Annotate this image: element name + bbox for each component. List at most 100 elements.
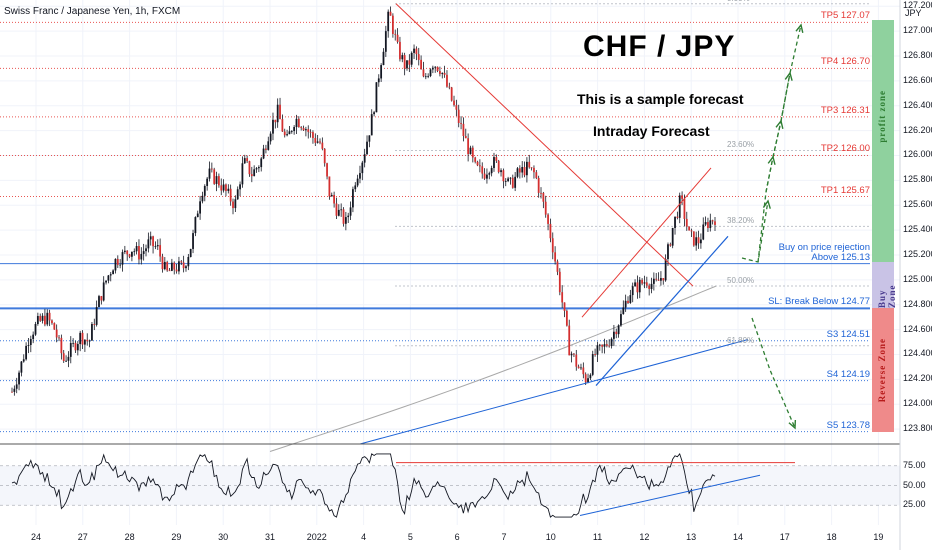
price-tick-label: 126.000 — [903, 149, 932, 160]
candle-body — [189, 248, 192, 257]
candle-body — [707, 222, 709, 229]
candle-body — [565, 310, 568, 326]
time-tick-label: 17 — [779, 532, 790, 542]
candle-body — [250, 174, 253, 177]
candle-body — [88, 340, 91, 342]
candle-body — [187, 256, 190, 267]
candle-body — [664, 259, 667, 281]
candle-body — [486, 174, 488, 179]
time-tick-label: 2022 — [306, 532, 327, 542]
candle-body — [577, 366, 580, 369]
candle-body — [420, 59, 423, 70]
candle-body — [119, 264, 122, 266]
candle-body — [265, 148, 267, 150]
candle-body — [95, 307, 98, 325]
candle-body — [330, 194, 333, 197]
candle-body — [156, 245, 159, 247]
candle-body — [241, 163, 244, 185]
candle-body — [448, 86, 451, 88]
candle-body — [669, 244, 672, 246]
candle-body — [413, 48, 415, 53]
moving-average — [269, 285, 717, 452]
candle-body — [194, 217, 197, 234]
candle-body — [460, 122, 462, 124]
fib-label: 0.00% — [727, 0, 750, 3]
candle-body — [495, 157, 498, 161]
time-tick-label: 28 — [124, 532, 135, 542]
time-tick-label: 14 — [732, 532, 744, 542]
candle-body — [152, 236, 154, 247]
candle-body — [467, 138, 470, 155]
level-label: S3 124.51 — [826, 328, 870, 340]
candle-body — [667, 244, 669, 260]
channel-trendline — [581, 167, 712, 318]
candle-body — [11, 391, 13, 393]
candle-body — [424, 76, 427, 78]
candle-body — [547, 214, 549, 224]
candle-body — [558, 271, 561, 293]
candle-body — [514, 176, 517, 188]
price-tick-label: 124.000 — [903, 398, 932, 409]
candle-body — [551, 238, 554, 253]
time-tick-label: 11 — [592, 532, 603, 542]
candle-body — [328, 176, 331, 197]
candle-body — [133, 251, 136, 253]
candle-body — [709, 220, 712, 229]
price-tick-label: 125.000 — [903, 273, 932, 284]
candle-body — [634, 282, 636, 287]
candle-body — [41, 315, 44, 321]
rsi-line — [11, 452, 716, 518]
candle-body — [641, 279, 644, 284]
candle-body — [309, 131, 312, 133]
time-tick-label: 24 — [30, 532, 42, 542]
candle-body — [408, 60, 411, 65]
candle-body — [573, 353, 575, 355]
candle-body — [304, 129, 307, 131]
support-trendline — [595, 235, 729, 386]
candle-body — [387, 11, 390, 32]
candle-body — [391, 15, 394, 34]
candles — [11, 6, 716, 396]
candle-body — [22, 359, 25, 362]
candle-body — [568, 325, 571, 356]
candle-body — [594, 354, 596, 355]
level-label: S5 123.78 — [826, 419, 870, 431]
candle-body — [429, 69, 432, 76]
candle-body — [695, 237, 698, 246]
candle-body — [166, 261, 169, 271]
candle-body — [293, 127, 296, 132]
price-tick-label: 126.800 — [903, 49, 932, 60]
candle-body — [182, 262, 185, 269]
candle-body — [464, 135, 467, 139]
arrow-down-s5 — [751, 317, 796, 429]
candle-body — [342, 209, 345, 224]
price-tick-label: 124.600 — [903, 323, 932, 334]
candle-body — [83, 339, 86, 345]
time-tick-label: 19 — [873, 532, 884, 542]
candle-body — [431, 67, 434, 70]
candle-body — [142, 251, 145, 254]
candle-body — [518, 168, 521, 173]
candle-body — [107, 275, 110, 281]
candle-body — [100, 296, 103, 301]
candle-body — [229, 188, 232, 202]
candle-body — [218, 176, 220, 186]
candle-body — [598, 344, 601, 346]
candle-body — [474, 157, 477, 162]
candle-body — [610, 338, 613, 346]
candle-body — [678, 195, 681, 218]
arrow-up-tp5-head — [795, 23, 804, 33]
candle-body — [213, 169, 216, 184]
candle-body — [509, 177, 512, 179]
candle-body — [13, 388, 16, 392]
candle-body — [690, 230, 693, 232]
candle-body — [288, 131, 291, 135]
candle-body — [380, 65, 383, 79]
candle-body — [72, 342, 75, 344]
candle-body — [643, 282, 646, 284]
candle-body — [476, 161, 479, 166]
candle-body — [60, 337, 63, 354]
candle-body — [344, 217, 347, 224]
candle-body — [493, 157, 495, 169]
